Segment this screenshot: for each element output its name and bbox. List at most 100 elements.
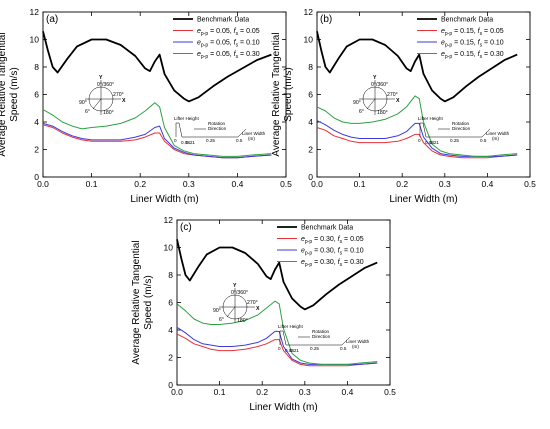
liner-width-leader [341,336,351,346]
angle-line [366,98,376,110]
x-tick-label: 0.5 [280,179,292,189]
liner-width-label-1: Liner Width [486,131,510,136]
y-tick-label: 2 [308,145,313,155]
plot-frame [316,11,531,178]
compass-top-label: 0°/360° [371,82,388,88]
series-line-benchmark [316,31,518,103]
y-axis-label-line1: Average Relative Tangential [131,240,142,364]
y-axis-label-line2: Speed (m/s) [143,275,154,329]
legend-entry: ep-p = 0.30, fs = 0.30 [301,259,364,268]
rotation-label-1: Rotation [312,329,330,334]
angle-line [92,98,102,110]
legend-entry: ep-p = 0.30, fs = 0.10 [301,248,364,257]
scale-label: 0.21 [430,140,439,145]
series-line-sim-1 [176,333,378,367]
x-axis-label: Liner Width (m) [249,402,317,413]
y-tick-label: 10 [304,35,314,45]
legend-entry: Benchmark Data [441,17,493,24]
compass-right-label: 270° [387,92,398,98]
compass-diagram: Y X 0°/360° 270° 90° 180° 6° [213,283,260,324]
legend-entry: ep-p = 0.15, fs = 0.30 [441,51,504,60]
panel-2: 0.0 0.1 0.2 0.3 0.4 0.5 0 2 4 6 8 10 12 Liner Width (… [271,7,536,205]
y-tick-label: 0 [308,172,313,182]
scale-label: 0 [278,346,281,351]
y-axis-label-line1: Average Relative Tangential [0,32,8,156]
legend: Benchmark Data ep-p = 0.15, fs = 0.05 ep-p… [417,17,504,60]
legend-entry: ep-p = 0.15, fs = 0.10 [441,40,504,49]
plot-frame [176,219,391,386]
y-axis-label-line2: Speed (m/s) [283,67,294,121]
compass-diagram: Y X 0°/360° 270° 90° 180° 6° [353,75,400,116]
y-tick-label: 10 [30,35,40,45]
compass-y-label: Y [99,75,103,81]
lifter-profile [175,122,238,138]
compass-left-label: 90° [353,100,361,106]
panel-3: 0.0 0.1 0.2 0.3 0.4 0.5 0 2 4 6 8 10 12 Liner Width (… [131,215,396,413]
y-tick-label: 12 [304,7,314,17]
scale-label: 0.21 [290,348,299,353]
scale-label: 0 [174,138,177,143]
liner-width-label-2: (m) [492,136,499,141]
compass-left-label: 90° [79,100,87,106]
series-line-sim-2 [42,122,272,159]
series-line-benchmark [42,31,272,103]
x-tick-label: 0.1 [354,179,366,189]
y-axis-label-line2: Speed (m/s) [9,67,20,121]
rotation-label-2: Direction [208,126,227,131]
x-axis-label: Liner Width (m) [130,194,198,205]
y-tick-label: 2 [34,145,39,155]
y-tick-label: 12 [164,215,174,225]
x-tick-label: 0.3 [183,179,195,189]
lifter-profile [279,330,342,346]
x-axis-label: Liner Width (m) [389,194,457,205]
lifter-height-label: Lifter Height [418,116,443,121]
legend-entry: ep-p = 0.05, fs = 0.30 [197,51,260,60]
panel-label: (c) [180,222,192,233]
y-tick-label: 6 [168,298,173,308]
scale-label: 0.5 [236,138,243,143]
y-tick-label: 0 [168,380,173,390]
compass-diagram: Y X 0°/360° 270° 90° 180° 6° [79,75,126,116]
series-line-sim-1 [316,127,518,159]
rotation-label-2: Direction [452,126,471,131]
scale-label: 0.21 [186,140,195,145]
compass-angle-label: 6° [85,109,90,115]
compass-bottom-label: 180° [103,110,114,116]
y-tick-label: 8 [34,62,39,72]
y-tick-label: 4 [308,117,313,127]
scale-label: 0.25 [206,138,215,143]
x-tick-label: 0.5 [384,387,396,397]
legend: Benchmark Data ep-p = 0.30, fs = 0.05 ep-p… [277,225,364,268]
scale-label: 0.04 [425,140,434,145]
y-tick-label: 0 [34,172,39,182]
legend-entry: ep-p = 0.30, fs = 0.05 [301,236,364,245]
compass-bottom-label: 180° [377,110,388,116]
compass-angle-label: 6° [219,317,224,323]
plot-frame [42,11,287,178]
scale-label: 0.25 [450,138,459,143]
panel-label: (b) [320,14,332,25]
rotation-label-1: Rotation [208,121,226,126]
panel-1: 0.0 0.1 0.2 0.3 0.4 0.5 0 2 4 6 8 10 12 Liner Width (… [0,7,292,205]
scale-label: 0.25 [310,346,319,351]
compass-y-label: Y [233,283,237,289]
x-tick-label: 0.3 [299,387,311,397]
x-tick-label: 0.2 [134,179,146,189]
liner-width-label-2: (m) [352,344,359,349]
scale-label: 0.04 [181,140,190,145]
compass-top-label: 0°/360° [97,82,114,88]
scale-label: 0 [418,138,421,143]
x-tick-label: 0.1 [214,387,226,397]
legend-entry: ep-p = 0.05, fs = 0.05 [197,28,260,37]
series-line-sim-3 [316,95,518,157]
x-tick-label: 0.4 [341,387,353,397]
y-tick-label: 6 [34,90,39,100]
x-tick-label: 0.0 [171,387,183,397]
liner-width-leader [481,128,491,138]
